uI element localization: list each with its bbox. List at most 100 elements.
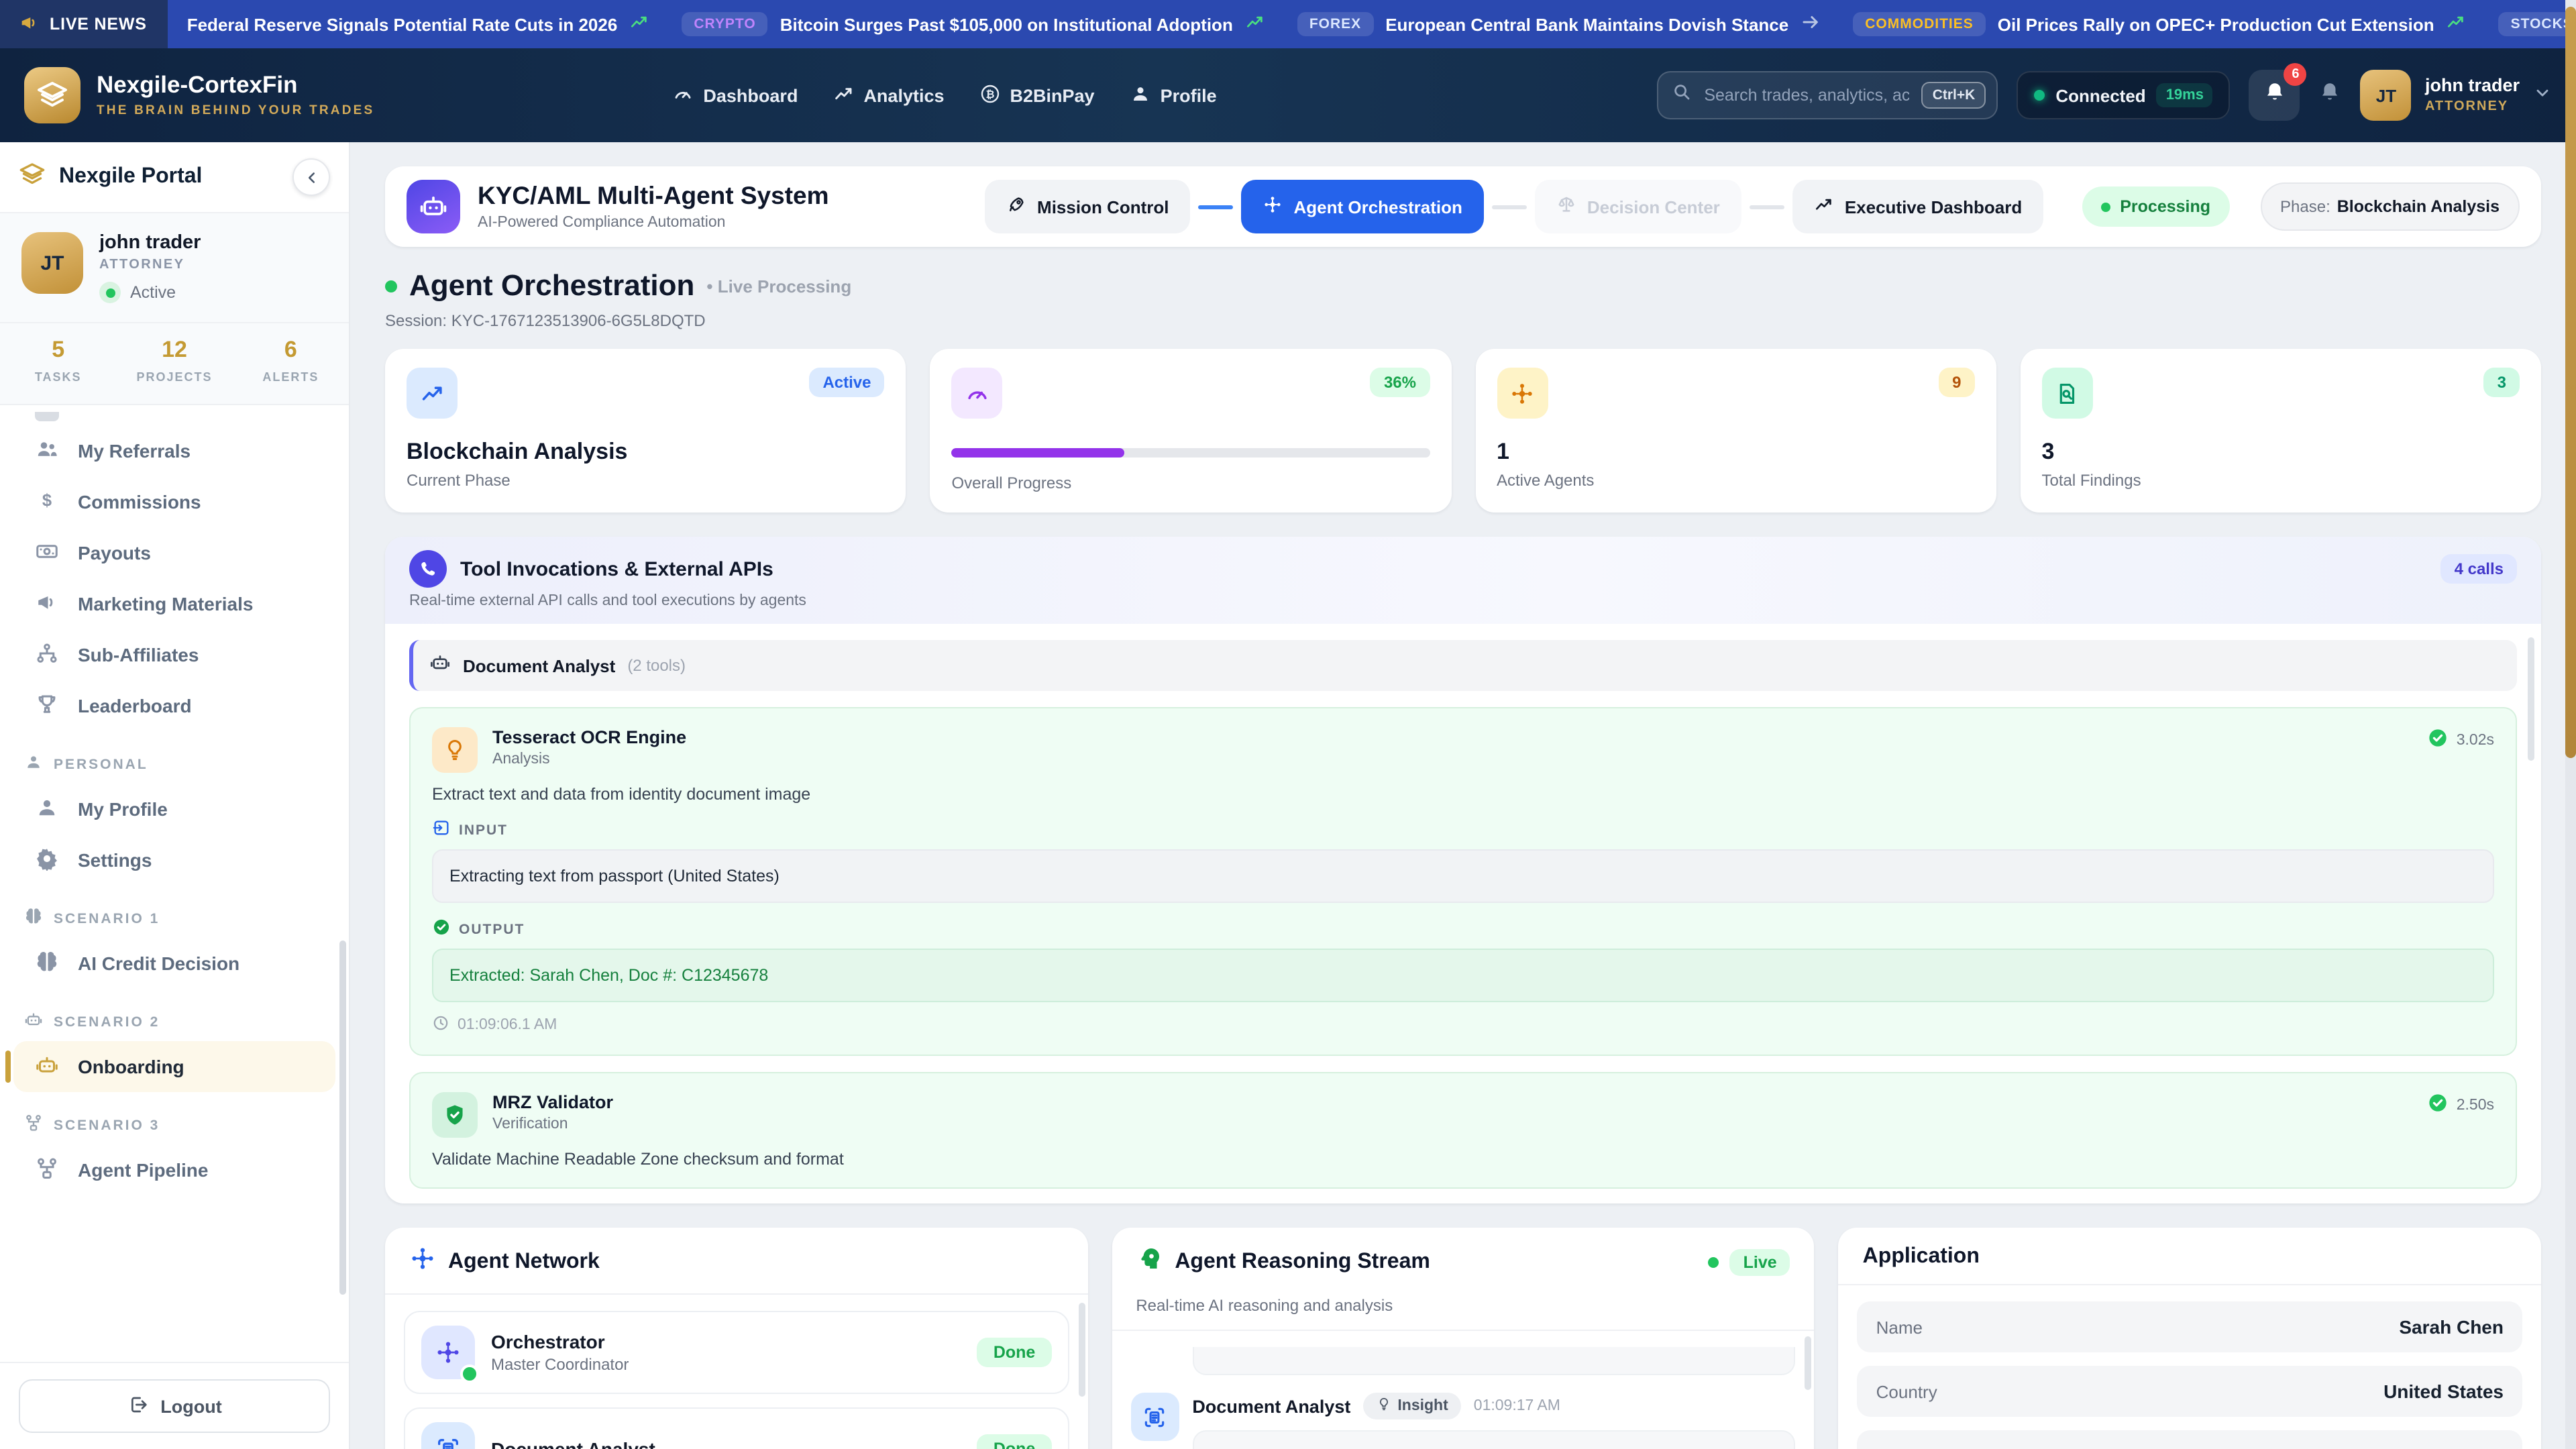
step-decision-center[interactable]: Decision Center (1535, 180, 1741, 233)
agent-network-scrollbar[interactable] (1078, 1303, 1085, 1397)
step-executive-dashboard[interactable]: Executive Dashboard (1792, 180, 2043, 233)
profile-role: ATTORNEY (99, 258, 201, 272)
doc-scan-icon (421, 1422, 475, 1449)
lightbulb-icon (1376, 1397, 1391, 1415)
agent-row-document-analyst[interactable]: Document Analyst Done (404, 1407, 1069, 1449)
live-dot (1709, 1256, 1719, 1267)
nav-dashboard[interactable]: Dashboard (672, 83, 798, 108)
pipeline-icon (35, 1156, 59, 1184)
reasoning-message: Document authenticity confirmed. All sec… (1192, 1430, 1795, 1449)
sidebar-item-onboarding[interactable]: Onboarding (13, 1041, 335, 1092)
nav-profile[interactable]: Profile (1130, 83, 1217, 108)
app-header: Nexgile-CortexFin THE BRAIN BEHIND YOUR … (0, 48, 2576, 142)
news-ticker: LIVE NEWS Federal Reserve Signals Potent… (0, 0, 2576, 48)
active-badge: Active (809, 368, 884, 397)
clipped-menu-item (35, 412, 59, 421)
live-badge: Live (1730, 1248, 1790, 1275)
reasoning-scrollbar[interactable] (1805, 1336, 1812, 1390)
robot-icon (35, 1053, 59, 1081)
logout-icon (127, 1393, 148, 1419)
calls-count-badge: 4 calls (2441, 554, 2517, 584)
megaphone-icon (35, 590, 59, 618)
count-badge: 3 (2484, 368, 2520, 397)
tool-duration: 3.02s (2457, 732, 2494, 748)
ticker-headline[interactable]: Federal Reserve Signals Potential Rate C… (187, 12, 650, 36)
sidebar-collapse-button[interactable] (292, 158, 330, 196)
sidebar-item-my-referrals[interactable]: My Referrals (0, 425, 349, 476)
brand-logo[interactable] (24, 67, 80, 123)
ticker-headline[interactable]: STOCKS T (2499, 12, 2576, 36)
section-scenario-1: SCENARIO 1 (0, 907, 349, 930)
search-input[interactable] (1701, 85, 1912, 106)
sidebar-item-agent-pipeline[interactable]: Agent Pipeline (0, 1144, 349, 1195)
reasoning-head-icon (1136, 1245, 1163, 1279)
profile-name: john trader (99, 232, 201, 254)
search-shortcut: Ctrl+K (1922, 82, 1986, 109)
sidebar-item-sub-affiliates[interactable]: Sub-Affiliates (0, 629, 349, 680)
stat-card-active-agents: 9 1 Active Agents (1475, 349, 1996, 513)
tool-timestamp: 01:09:06.1 AM (458, 1017, 557, 1033)
person-icon (1130, 83, 1151, 108)
tool-invocations-section: Tool Invocations & External APIs 4 calls… (385, 537, 2541, 1203)
workflow-header: KYC/AML Multi-Agent System AI-Powered Co… (385, 166, 2541, 247)
nav-b2binpay[interactable]: B2BinPay (979, 83, 1095, 108)
clock-icon (432, 1014, 449, 1036)
sidebar-item-settings[interactable]: Settings (0, 835, 349, 885)
tool-output-value: Extracted: Sarah Chen, Doc #: C12345678 (432, 949, 2494, 1002)
reasoning-entry: Document Analyst Insight 01:09:17 AM Doc… (1130, 1393, 1795, 1449)
stat-alerts: 6ALERTS (233, 337, 349, 388)
person-icon (35, 795, 59, 823)
user-name: john trader (2425, 76, 2520, 96)
notifications-button[interactable]: 6 (2249, 70, 2300, 121)
step-connector (1198, 205, 1233, 209)
sidebar-scrollbar[interactable] (339, 941, 346, 1295)
page-scrollbar-thumb[interactable] (2565, 7, 2576, 758)
global-search[interactable]: Ctrl+K (1657, 71, 1998, 119)
avatar: JT (2361, 70, 2412, 121)
tools-scrollbar[interactable] (2528, 637, 2534, 761)
workflow-subtitle: AI-Powered Compliance Automation (478, 214, 829, 230)
profile-status: Active (99, 282, 201, 303)
analytics-icon (833, 83, 854, 108)
progress-badge: 36% (1371, 368, 1430, 397)
logout-button[interactable]: Logout (19, 1379, 330, 1433)
brain-icon (24, 907, 43, 930)
stat-tasks: 5TASKS (0, 337, 116, 388)
section-personal: PERSONAL (0, 753, 349, 775)
status-dot (105, 288, 115, 297)
doc-scan-icon (1130, 1393, 1179, 1441)
ticker-headline[interactable]: COMMODITIES Oil Prices Rally on OPEC+ Pr… (1853, 12, 2466, 36)
sidebar-item-my-profile[interactable]: My Profile (0, 784, 349, 835)
nav-analytics[interactable]: Analytics (833, 83, 944, 108)
alerts-button[interactable] (2319, 80, 2342, 110)
step-agent-orchestration[interactable]: Agent Orchestration (1241, 180, 1483, 233)
status-badge: Done (977, 1434, 1052, 1449)
stat-card-current-phase: Active Blockchain Analysis Current Phase (385, 349, 906, 513)
rocket-icon (1006, 195, 1026, 219)
sidebar-item-marketing-materials[interactable]: Marketing Materials (0, 578, 349, 629)
tools-list[interactable]: Document Analyst (2 tools) Tesseract OCR… (385, 624, 2541, 1203)
page-scrollbar[interactable] (2565, 0, 2576, 1449)
brand-name: Nexgile-CortexFin (97, 73, 374, 99)
step-connector (1750, 205, 1784, 209)
sidebar-item-payouts[interactable]: Payouts (0, 527, 349, 578)
agent-group-header: Document Analyst (2 tools) (409, 640, 2517, 691)
avatar: JT (21, 232, 83, 294)
live-news-label: LIVE NEWS (0, 0, 168, 48)
sidebar-item-ai-credit-decision[interactable]: AI Credit Decision (0, 938, 349, 989)
agent-row-orchestrator[interactable]: Orchestrator Master Coordinator Done (404, 1311, 1069, 1394)
phone-icon (409, 550, 447, 588)
step-connector (1492, 205, 1527, 209)
ticker-headline[interactable]: FOREX European Central Bank Maintains Do… (1297, 12, 1821, 36)
doc-search-icon (2042, 368, 2093, 419)
stat-projects: 12PROJECTS (116, 337, 232, 388)
sidebar-item-leaderboard[interactable]: Leaderboard (0, 680, 349, 731)
step-mission-control[interactable]: Mission Control (985, 180, 1190, 233)
sidebar-item-commissions[interactable]: Commissions (0, 476, 349, 527)
tool-description: Extract text and data from identity docu… (432, 785, 2494, 804)
progress-bar (952, 448, 1430, 458)
insight-badge: Insight (1362, 1393, 1461, 1419)
top-nav: Dashboard Analytics B2BinPay Profile (672, 83, 1216, 108)
user-menu[interactable]: JT john trader ATTORNEY (2361, 70, 2552, 121)
ticker-headline[interactable]: CRYPTO Bitcoin Surges Past $105,000 on I… (682, 12, 1265, 36)
